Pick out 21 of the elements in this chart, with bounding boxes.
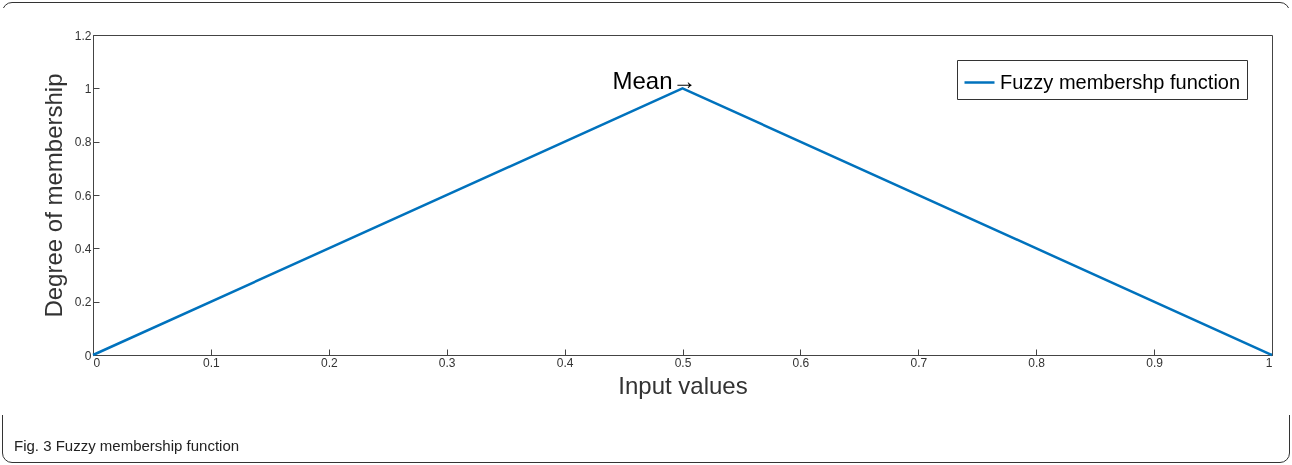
y-tick-label: 0.8 bbox=[74, 135, 92, 150]
annotation: Mean→ bbox=[612, 67, 697, 95]
y-tick-label: 0.4 bbox=[74, 241, 92, 256]
caption: Fig. 3 Fuzzy membership function bbox=[14, 437, 240, 454]
x-tick-label: 0.9 bbox=[1146, 355, 1164, 370]
y-tick-label: 0.6 bbox=[74, 188, 92, 203]
y-tick-label: 0.2 bbox=[74, 295, 92, 310]
y-axis-title: Degree of membership bbox=[39, 73, 67, 318]
x-tick-label: 0.3 bbox=[438, 355, 456, 370]
x-tick-label: 1 bbox=[1265, 355, 1273, 370]
x-tick-label: 0.8 bbox=[1028, 355, 1046, 370]
y-tick-label: 1.2 bbox=[74, 28, 92, 43]
x-tick-label: 0.7 bbox=[910, 355, 928, 370]
x-tick-label: 0.2 bbox=[320, 355, 338, 370]
y-tick-label: 1 bbox=[84, 81, 92, 96]
x-tick-label: 0.4 bbox=[556, 355, 574, 370]
x-tick-label: 0.1 bbox=[203, 355, 221, 370]
legend-label: Fuzzy membershp function bbox=[1000, 70, 1241, 93]
x-tick-label: 0.6 bbox=[792, 355, 810, 370]
x-tick-label: 0.5 bbox=[674, 355, 692, 370]
x-axis-title: Input values bbox=[618, 371, 748, 399]
